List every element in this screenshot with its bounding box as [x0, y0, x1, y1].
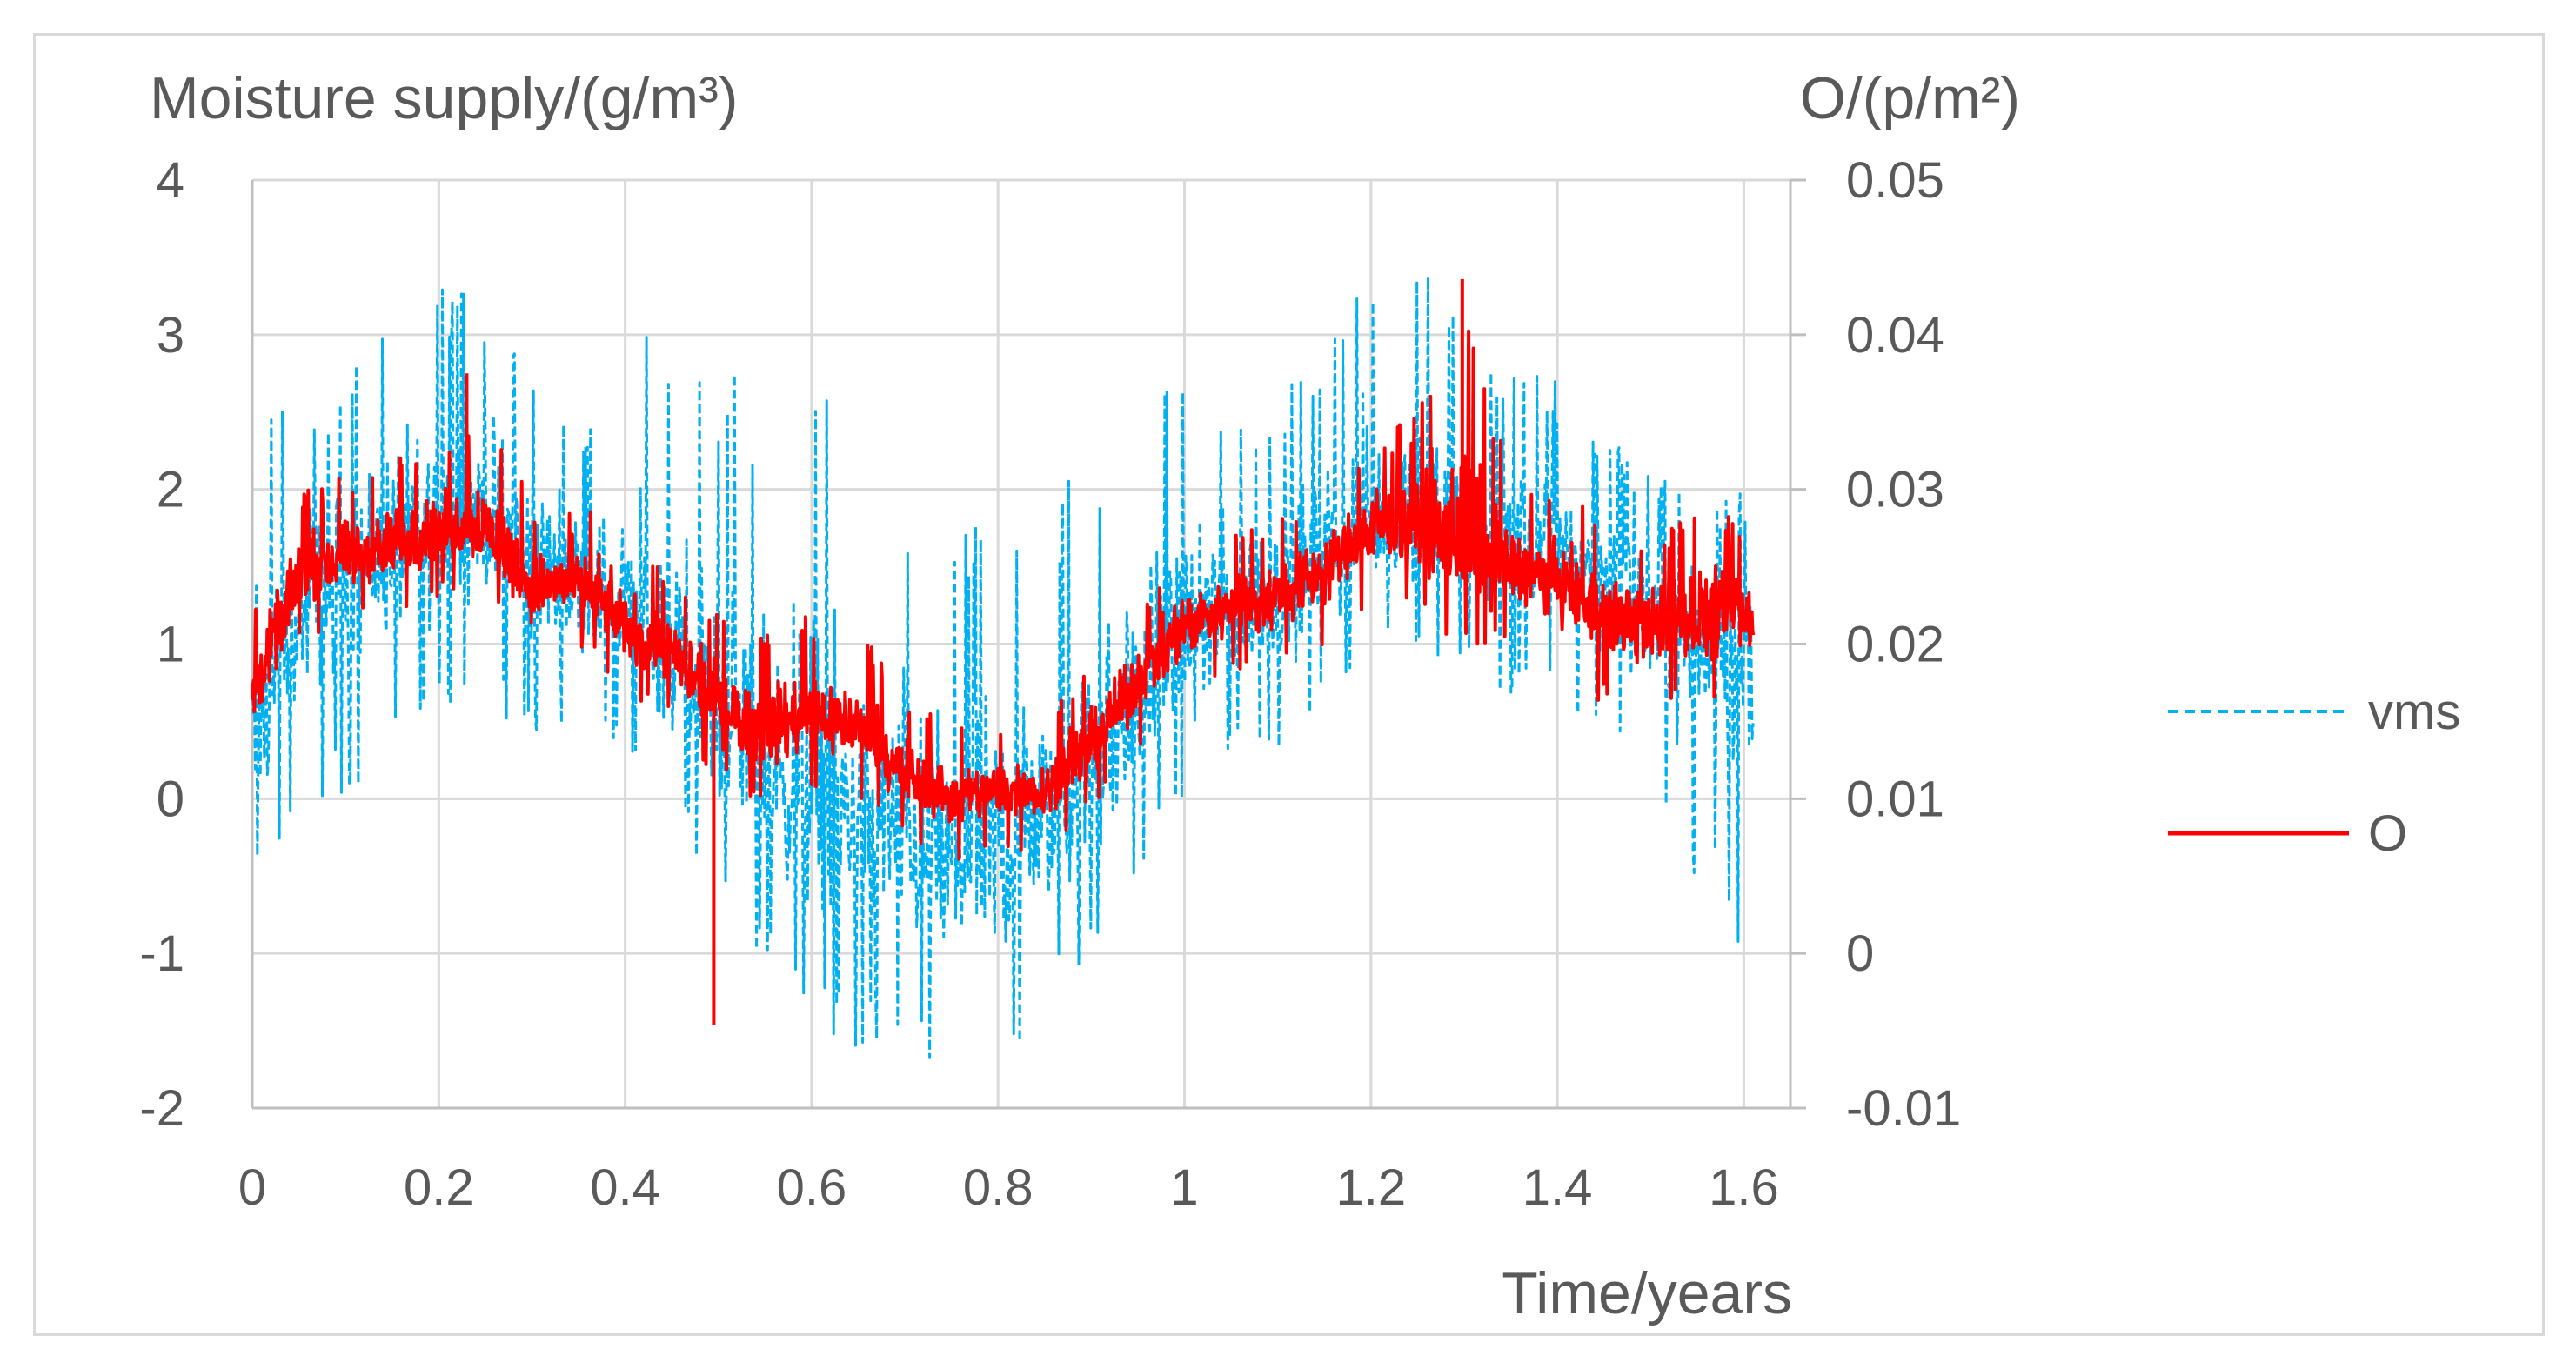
legend-label-vms: vms — [2368, 684, 2460, 740]
series-vms-line — [251, 276, 1755, 1059]
y2-tick-label-6: 0.05 — [1846, 152, 1944, 209]
series-layer — [251, 276, 1756, 1059]
y2-tick-label-2: 0.01 — [1846, 771, 1944, 827]
y2-tick-label-5: 0.04 — [1846, 307, 1944, 364]
x-tick-label-0: 0 — [238, 1159, 266, 1216]
y-tick-label-1: -1 — [139, 925, 184, 982]
x-tick-label-1: 0.2 — [404, 1159, 474, 1216]
x-tick-label-2: 0.4 — [590, 1159, 660, 1216]
x-tick-label-3: 0.6 — [777, 1159, 847, 1216]
y-tick-label-0: -2 — [139, 1080, 184, 1137]
x-tick-label-7: 1.4 — [1522, 1159, 1593, 1216]
axes — [251, 178, 1806, 1110]
x-tick-label-5: 1 — [1170, 1159, 1198, 1216]
series-o-line — [251, 329, 1756, 861]
y-tick-label-3: 1 — [157, 617, 184, 673]
y2-tick-label-4: 0.03 — [1846, 462, 1944, 518]
y2-axis-title: O/(p/m²) — [1800, 65, 2020, 131]
x-tick-label-8: 1.6 — [1709, 1159, 1779, 1216]
x-axis-title: Time/years — [1502, 1260, 1792, 1326]
y2-tick-label-3: 0.02 — [1846, 617, 1944, 673]
y-axis-title: Moisture supply/(g/m³) — [150, 65, 738, 131]
y2-tick-label-0: -0.01 — [1846, 1080, 1961, 1137]
x-tick-label-4: 0.8 — [963, 1159, 1034, 1216]
y-tick-label-4: 2 — [157, 462, 184, 518]
y-tick-label-6: 4 — [157, 152, 184, 209]
legend: vms O — [2168, 684, 2460, 862]
x-tick-label-6: 1.2 — [1335, 1159, 1406, 1216]
y2-tick-label-1: 0 — [1846, 925, 1874, 982]
legend-label-o: O — [2368, 805, 2407, 862]
y-tick-label-5: 3 — [157, 307, 184, 364]
y-tick-label-2: 0 — [157, 771, 184, 827]
tick-labels: -2 -1 0 1 2 3 4 -0.01 0 0.01 0.02 0.03 0.04 0.05 0 0.2 0… — [139, 152, 1961, 1216]
